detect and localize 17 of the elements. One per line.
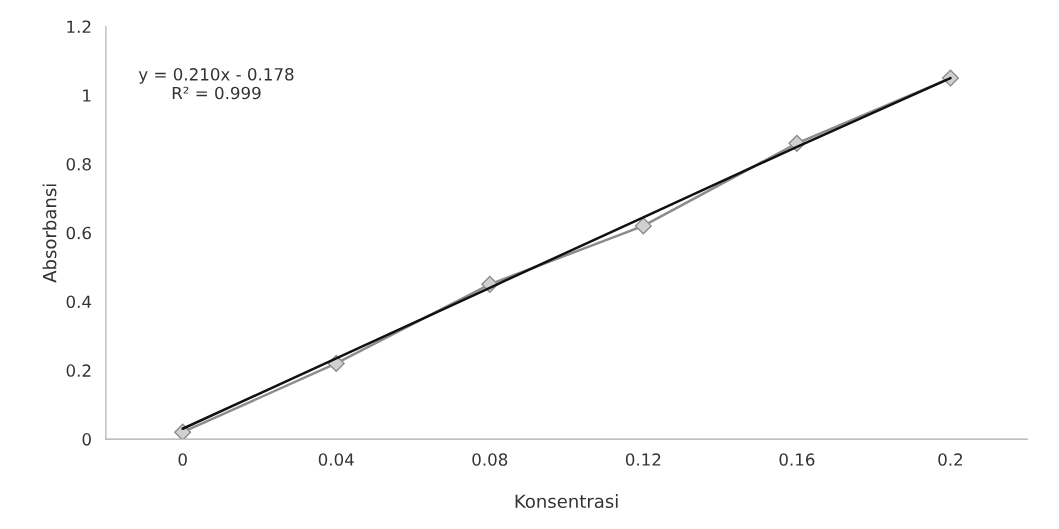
y-tick-label: 0.8 — [66, 157, 91, 171]
y-tick-label: 0 — [82, 433, 91, 446]
y-tick-label: 0.2 — [66, 364, 91, 377]
y-tick-label: 1.2 — [67, 20, 91, 33]
x-axis-title: Konsentrasi — [515, 494, 618, 509]
y-tick-label: 0.4 — [66, 295, 92, 309]
x-tick-label: 0 — [178, 453, 187, 466]
y-axis-title: Absorbansi — [42, 184, 57, 283]
y-tick-label: 1 — [83, 89, 91, 102]
x-tick-label: 0.08 — [472, 453, 508, 466]
annotation: y = 0.210x - 0.178 R² = 0.999 — [138, 68, 294, 100]
x-tick-label: 0.12 — [625, 453, 661, 466]
x-tick-label: 0.2 — [938, 453, 963, 466]
x-tick-label: 0.04 — [318, 453, 354, 466]
y-tick-label: 0.6 — [66, 226, 91, 240]
point — [634, 217, 652, 235]
x-tick-label: 0.16 — [779, 453, 815, 466]
